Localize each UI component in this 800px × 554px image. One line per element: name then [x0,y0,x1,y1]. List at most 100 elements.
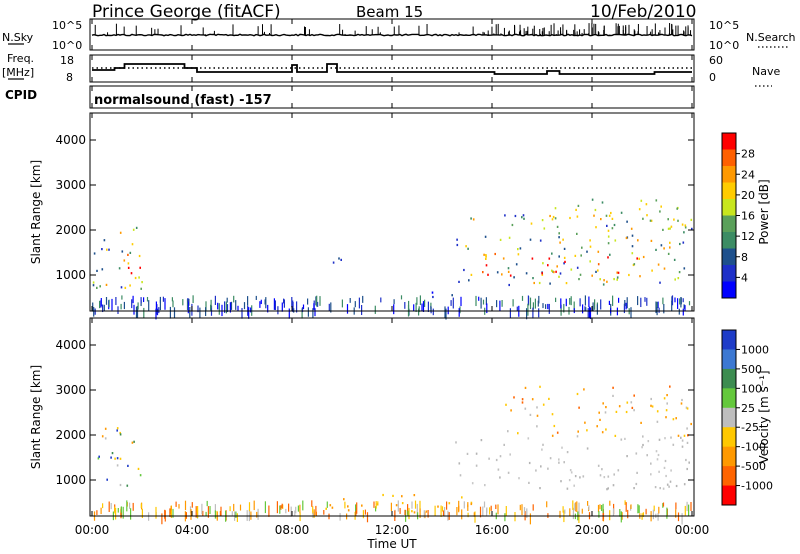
heatmap-cell [422,301,425,312]
heatmap-cell [662,487,665,490]
heatmap-cell [607,475,610,478]
heatmap-cell [684,224,687,227]
colorbar-swatch [722,446,736,467]
heatmap-cell [214,510,216,519]
colorbar-swatch [722,199,736,216]
heatmap-cell [313,303,315,310]
heatmap-cell [536,425,538,428]
heatmap-cell [641,446,643,449]
colorbar-tick-label: 100 [741,382,762,395]
colorbar-tick-label: 25 [741,402,755,415]
heatmap-cell [538,308,540,318]
heatmap-cell [343,498,345,501]
heatmap-cell [619,509,621,517]
heatmap-cell [547,467,549,470]
heatmap-cell [460,296,462,307]
heatmap-cell [556,265,558,268]
heatmap-cell [656,301,658,308]
heatmap-cell [328,303,330,311]
heatmap-cell [625,236,628,240]
heatmap-cell [465,245,467,248]
heatmap-cell [354,301,356,308]
heatmap-cell [393,304,395,315]
heatmap-cell [521,401,524,404]
heatmap-cell [685,406,688,409]
heatmap-cell [134,276,137,280]
heatmap-cell [512,299,514,307]
heatmap-cell [598,511,600,518]
heatmap-cell [221,304,223,317]
heatmap-cell [658,470,660,473]
heatmap-cell [470,502,473,506]
heatmap-cell [573,301,575,310]
heatmap-cell [285,508,287,514]
heatmap-cell [513,396,515,399]
heatmap-cell [687,434,689,437]
heatmap-cell [651,405,654,408]
heatmap-cell [538,295,540,304]
heatmap-cell [612,508,615,516]
heatmap-cell [620,211,623,214]
heatmap-cell [686,427,688,430]
heatmap-cell [657,453,660,457]
heatmap-cell [517,253,520,256]
heatmap-cell [665,416,667,419]
heatmap-cell [638,505,640,514]
heatmap-cell [672,418,675,421]
heatmap-cell [606,224,608,227]
heatmap-cell [495,504,497,510]
heatmap-cell [614,434,617,437]
heatmap-cell [419,295,421,306]
heatmap-cell [616,276,619,279]
heatmap-cell [523,217,525,220]
heatmap-cell [690,422,692,426]
heatmap-cell [313,509,315,517]
heatmap-cell [562,238,564,241]
x-tick-label: 16:00 [475,523,510,537]
heatmap-cell [560,304,562,316]
heatmap-cell [114,506,116,514]
heatmap-cell [574,475,577,478]
heatmap-cell [569,469,572,472]
colorbar-swatch [722,248,736,266]
heatmap-cell [478,296,480,301]
heatmap-cell [325,507,327,510]
heatmap-cell [675,509,677,518]
heatmap-cell [205,301,207,311]
heatmap-cell [655,248,657,251]
heatmap-cell [184,500,187,511]
heatmap-cell [92,302,94,312]
heatmap-cell [588,296,590,307]
heatmap-cell [594,208,597,212]
heatmap-cell [224,301,226,313]
heatmap-cell [323,510,325,515]
heatmap-cell [206,500,208,507]
heatmap-cell [517,432,519,435]
heatmap-cell [235,511,237,518]
heatmap-cell [589,239,591,242]
heatmap-cell [430,305,432,312]
heatmap-cell [452,297,454,309]
heatmap-cell [640,421,642,424]
freq-unit-label: [MHz] [2,66,34,79]
heatmap-cell [683,304,685,309]
heatmap-cell [172,508,174,518]
heatmap-cell [496,271,499,274]
heatmap-cell [578,511,580,523]
heatmap-cell [617,469,620,472]
heatmap-cell [657,263,660,266]
heatmap-cell [663,304,665,314]
heatmap-cell [565,282,568,285]
heatmap-cell [564,260,566,263]
heatmap-cell [210,304,212,311]
heatmap-cell [395,504,398,507]
heatmap-cell [628,273,630,277]
colorbar-swatch [722,281,736,299]
heatmap-cell [419,500,421,512]
heatmap-cell [597,504,600,513]
heatmap-cell [470,217,472,220]
heatmap-cell [558,461,560,464]
heatmap-cell [683,483,686,486]
heatmap-cell [665,474,667,478]
heatmap-cell [155,506,157,519]
